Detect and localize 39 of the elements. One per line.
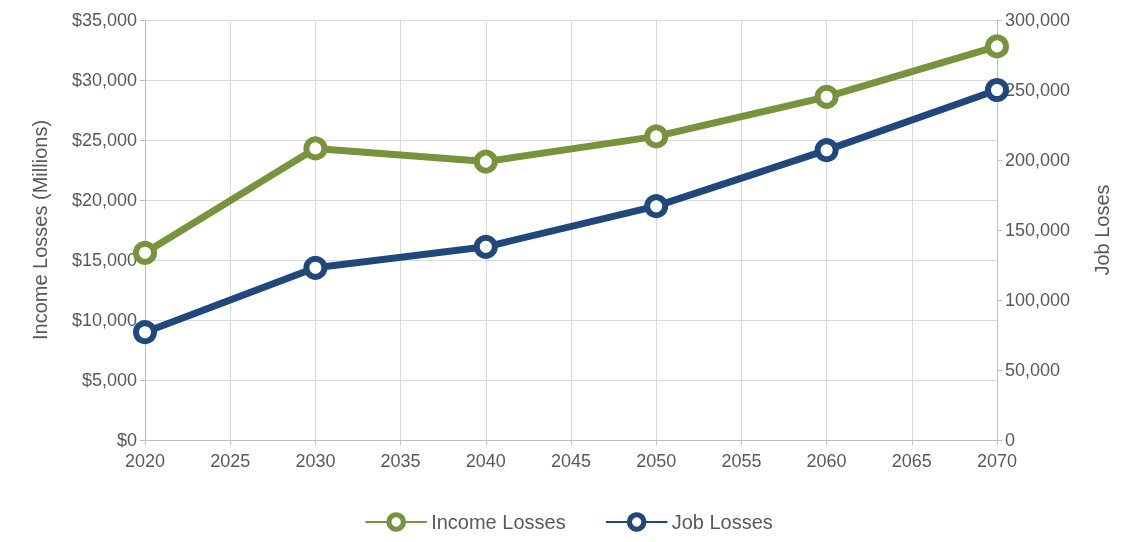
y2-tick-label: 100,000 — [1005, 290, 1071, 310]
y-tick-label: $35,000 — [71, 10, 137, 30]
x-tick-label: 2040 — [465, 451, 506, 471]
point — [473, 234, 498, 259]
point — [985, 78, 1009, 102]
x-tick-label: 2060 — [806, 451, 847, 471]
y2-tick-label: 50,000 — [1005, 360, 1061, 380]
x-tick-label: 2025 — [210, 451, 251, 471]
point — [644, 194, 669, 219]
y2-tick-label: 150,000 — [1005, 220, 1071, 240]
legend-label: Income Losses — [431, 511, 566, 533]
point — [814, 84, 839, 109]
point — [644, 124, 669, 149]
x-tick-label: 2050 — [636, 451, 677, 471]
y-tick-label: $10,000 — [71, 310, 137, 330]
y-tick-label: $30,000 — [71, 70, 137, 90]
point — [303, 255, 328, 280]
x-tick-label: 2055 — [721, 451, 762, 471]
y2-tick-label: 0 — [1005, 430, 1016, 450]
x-tick-label: 2070 — [976, 451, 1018, 471]
x-tick-label: 2020 — [124, 451, 166, 471]
point — [814, 138, 839, 163]
point — [303, 136, 328, 161]
y2-tick-label: 300,000 — [1005, 10, 1071, 30]
x-tick-label: 2045 — [550, 451, 592, 471]
x-tick-label: 2035 — [380, 451, 421, 471]
x-tick-label: 2030 — [295, 451, 336, 471]
legend-label: Job Losses — [671, 511, 773, 533]
y2-tick-label: 200,000 — [1005, 150, 1071, 170]
point — [473, 149, 498, 174]
y-axis-title: Income Losses (Millions) — [29, 119, 51, 341]
y-tick-label: $0 — [116, 430, 137, 450]
point — [985, 34, 1009, 59]
x-tick-label: 2065 — [891, 451, 932, 471]
y2-axis-title: Job Loses — [1091, 184, 1113, 276]
y-tick-label: $25,000 — [71, 130, 137, 150]
y-tick-label: $20,000 — [71, 190, 137, 210]
y-tick-label: $5,000 — [81, 370, 137, 390]
y-tick-label: $15,000 — [71, 250, 137, 270]
